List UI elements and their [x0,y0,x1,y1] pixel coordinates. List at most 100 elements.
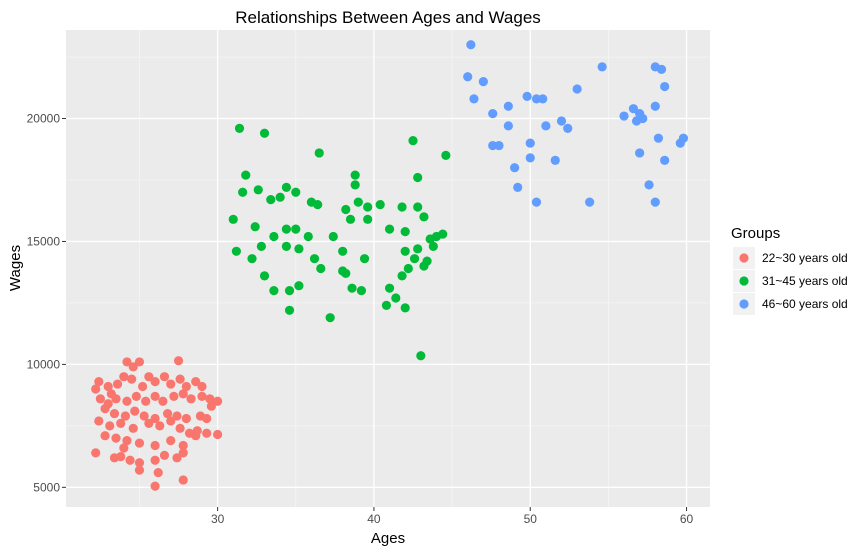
data-point-group-2 [291,224,301,234]
data-point-group-3 [635,148,645,158]
data-point-group-1 [175,374,185,384]
data-point-group-3 [638,113,648,124]
data-point-group-1 [159,450,170,460]
data-point-group-3 [619,111,629,121]
x-tick-label: 30 [211,512,225,526]
data-point-group-2 [316,263,326,274]
data-point-group-1 [205,394,215,404]
data-point-group-3 [522,91,532,101]
data-point-group-2 [363,214,373,224]
data-point-group-2 [338,246,348,256]
data-points [91,40,689,491]
data-point-group-1 [178,475,188,485]
data-point-group-3 [572,84,582,94]
y-axis-title: Wages [7,245,24,291]
data-point-group-1 [153,467,163,478]
data-point-group-2 [413,172,423,183]
data-point-group-2 [419,212,429,222]
data-point-group-1 [191,431,201,441]
data-point-group-3 [650,197,660,207]
data-point-group-1 [137,381,148,392]
plot-panel [66,30,710,507]
data-point-group-1 [105,421,115,431]
data-point-group-2 [375,199,385,210]
data-point-group-2 [391,293,401,303]
data-point-group-2 [325,313,335,323]
data-point-group-1 [109,408,120,419]
data-point-group-1 [122,436,132,446]
y-tick-label: 10000 [27,357,61,371]
data-point-group-2 [231,246,241,256]
data-point-group-1 [166,436,176,446]
data-point-group-1 [144,418,154,429]
data-point-group-2 [266,195,276,205]
data-point-group-1 [186,394,196,404]
data-point-group-1 [172,453,182,463]
data-point-group-2 [228,214,238,224]
data-point-group-3 [510,163,520,173]
data-point-group-1 [178,389,188,399]
data-point-group-1 [120,411,130,421]
data-point-group-1 [112,379,123,389]
data-point-group-2 [247,254,257,264]
data-point-group-1 [150,391,160,401]
data-point-group-2 [413,202,423,212]
data-point-group-3 [488,140,498,151]
data-point-group-2 [363,202,373,212]
data-point-group-1 [181,413,191,424]
data-point-group-3 [469,94,479,104]
data-point-group-3 [660,155,670,165]
data-point-group-2 [397,271,407,281]
data-point-group-2 [314,148,324,158]
data-point-group-1 [163,408,173,419]
data-point-group-1 [131,391,141,401]
data-point-group-3 [597,62,607,72]
data-point-group-1 [159,372,170,382]
data-point-group-2 [384,283,395,293]
data-point-group-2 [253,185,263,195]
data-point-group-3 [538,94,548,104]
x-axis: 30 40 50 60 [211,507,694,526]
data-point-group-2 [281,241,291,251]
data-point-group-2 [313,199,323,210]
y-tick-label: 20000 [27,112,61,126]
data-point-group-1 [134,458,145,468]
data-point-group-1 [150,455,160,465]
data-point-group-2 [303,231,313,242]
data-point-group-1 [119,443,129,453]
x-tick-label: 50 [524,512,538,526]
legend-items: 22~30 years old 31~45 years old 46~60 year… [733,247,848,315]
data-point-group-3 [656,64,667,74]
data-point-group-2 [381,300,392,310]
data-point-group-1 [144,372,154,382]
data-point-group-1 [94,416,104,426]
data-point-group-2 [400,227,410,237]
x-axis-title: Ages [371,530,405,547]
data-point-group-1 [130,406,140,416]
data-point-group-2 [275,192,285,202]
data-point-group-1 [213,396,223,406]
legend-title: Groups [731,225,780,242]
data-point-group-2 [359,254,370,264]
data-point-group-2 [419,261,429,271]
data-point-group-2 [384,224,395,234]
data-point-group-2 [281,182,291,192]
data-point-group-3 [531,197,542,207]
data-point-group-3 [660,81,670,92]
data-point-group-2 [408,136,418,146]
data-point-group-1 [94,377,104,387]
data-point-group-3 [478,77,488,87]
data-point-group-1 [213,429,223,440]
data-point-group-1 [166,379,176,389]
data-point-group-3 [653,133,664,143]
data-point-group-1 [158,396,168,406]
data-point-group-2 [400,303,410,313]
data-point-group-2 [241,170,251,180]
data-point-group-3 [503,121,513,131]
data-point-group-2 [259,271,270,281]
data-point-group-1 [122,357,132,367]
data-point-group-1 [111,394,121,404]
data-point-group-2 [441,150,451,160]
